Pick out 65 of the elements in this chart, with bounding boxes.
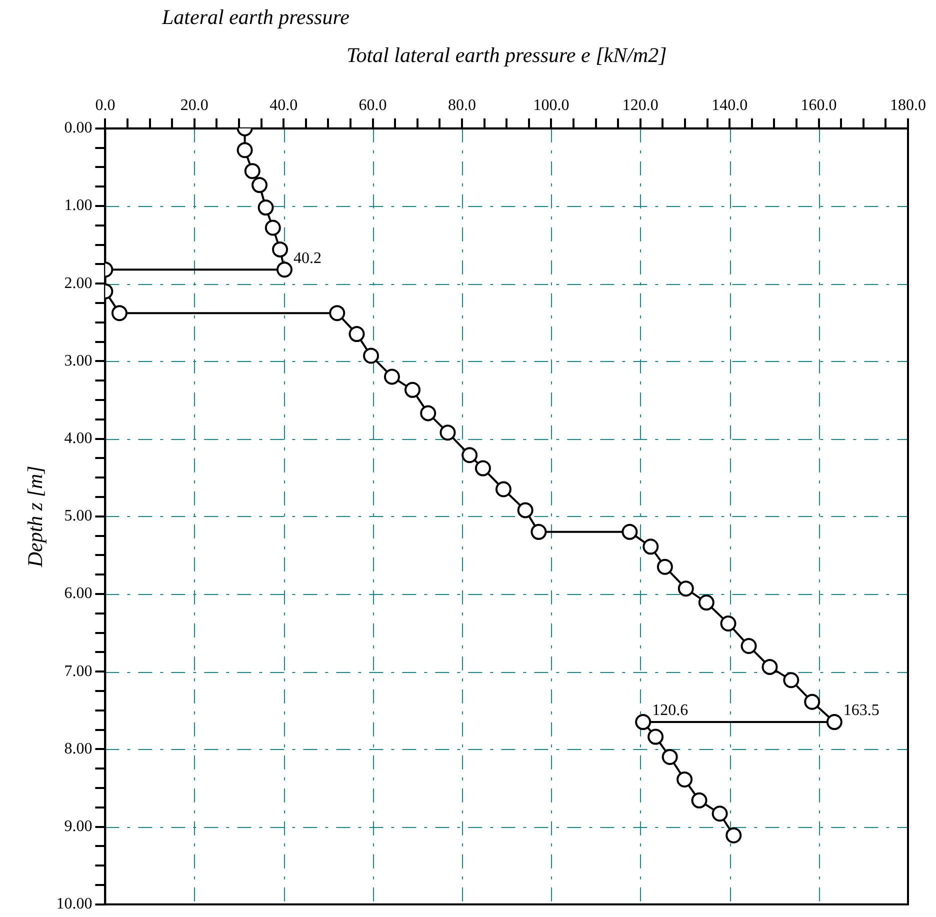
y-axis-title: Depth z [m]	[23, 466, 48, 568]
point	[440, 424, 456, 441]
annotation: 40.2	[293, 250, 322, 267]
y-tick-label: 9.00	[64, 818, 92, 836]
point	[384, 368, 400, 385]
point	[111, 305, 128, 322]
point	[662, 748, 678, 765]
point	[252, 177, 268, 194]
y-tick-label: 7.00	[64, 662, 92, 680]
point	[656, 558, 673, 575]
y-tick-label: 10.00	[56, 896, 92, 913]
point	[783, 672, 800, 688]
point	[740, 638, 757, 654]
x-tick-label: 120.0	[622, 97, 658, 114]
x-tick-label: 140.0	[712, 97, 748, 114]
x-tick-label: 80.0	[448, 97, 476, 114]
point	[462, 447, 478, 464]
point	[244, 163, 260, 180]
y-tick-label: 1.00	[64, 197, 92, 214]
point	[404, 382, 420, 398]
y-tick-label: 2.00	[64, 274, 92, 292]
point	[474, 460, 491, 476]
point	[678, 580, 694, 597]
y-tick-label: 8.00	[64, 740, 92, 758]
point	[348, 326, 365, 342]
x-tick-label: 0.0	[95, 97, 116, 114]
point	[804, 694, 820, 710]
y-tick-label: 4.00	[64, 430, 92, 448]
x-tick-label: 160.0	[800, 97, 837, 114]
point	[720, 615, 736, 632]
x-tick-label: 60.0	[358, 97, 387, 114]
x-axis-title: Total lateral earth pressure e [kN/m2]	[346, 43, 667, 68]
annotation: 163.5	[843, 702, 880, 720]
point	[635, 714, 652, 730]
point	[698, 594, 714, 611]
x-tick-label: 180.0	[890, 97, 926, 114]
point	[517, 502, 534, 518]
point	[712, 806, 728, 822]
point	[329, 305, 346, 322]
point	[236, 142, 253, 158]
point	[363, 348, 380, 364]
point	[676, 771, 693, 788]
chart-title: Lateral earth pressure	[161, 5, 350, 29]
point	[642, 538, 659, 555]
x-tick-label: 100.0	[533, 97, 570, 114]
y-tick-label: 3.00	[64, 352, 92, 370]
annotation: 120.6	[652, 702, 688, 720]
y-tick-label: 0.00	[64, 120, 92, 137]
point	[276, 262, 292, 278]
point	[648, 728, 664, 745]
point	[826, 714, 842, 730]
point	[420, 405, 436, 422]
point	[726, 827, 742, 844]
y-tick-label: 5.00	[64, 508, 92, 525]
point	[762, 658, 778, 675]
point	[272, 241, 288, 258]
point	[530, 524, 547, 540]
point	[258, 200, 274, 216]
x-tick-label: 20.0	[180, 97, 208, 114]
y-tick-label: 6.00	[64, 585, 92, 602]
point	[691, 792, 708, 808]
point	[622, 524, 638, 540]
point	[495, 481, 512, 498]
point	[264, 220, 281, 236]
x-tick-label: 40.0	[270, 97, 298, 114]
